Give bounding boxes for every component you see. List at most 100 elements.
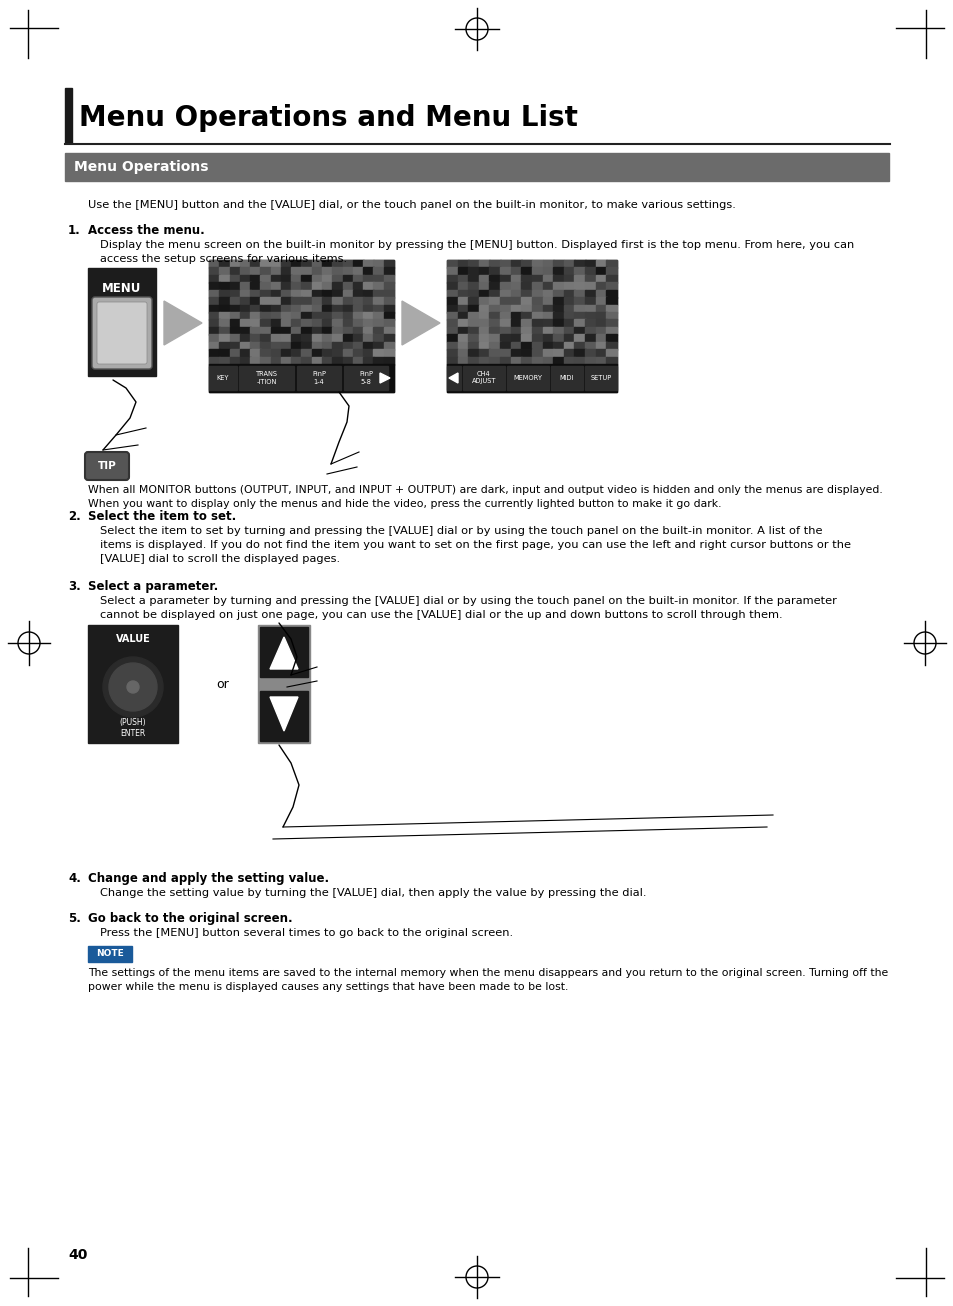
Text: access the setup screens for various items.: access the setup screens for various ite… [100, 253, 347, 264]
Bar [322, 274, 333, 283]
Bar [280, 304, 292, 312]
Bar [239, 298, 251, 306]
Bar [584, 290, 596, 298]
Bar [260, 268, 271, 276]
Bar [342, 304, 353, 312]
Bar [553, 312, 564, 320]
Bar [230, 260, 240, 268]
Bar [521, 304, 532, 312]
Bar [553, 349, 564, 357]
Bar [506, 366, 548, 390]
Bar [584, 357, 596, 364]
Bar [301, 312, 312, 320]
Bar [510, 298, 521, 306]
Bar [595, 274, 606, 283]
Bar [563, 357, 575, 364]
Bar [383, 274, 395, 283]
Bar [532, 326, 542, 334]
Bar [250, 274, 260, 283]
Bar [353, 290, 363, 298]
Bar [606, 298, 617, 306]
Polygon shape [401, 300, 439, 345]
Bar [383, 290, 395, 298]
Bar [271, 274, 281, 283]
Bar [563, 298, 575, 306]
Text: KEY: KEY [216, 375, 229, 381]
Bar [468, 342, 478, 350]
Bar [478, 268, 490, 276]
Bar [542, 312, 553, 320]
FancyBboxPatch shape [85, 452, 129, 481]
Bar [373, 320, 384, 328]
Bar [478, 312, 490, 320]
Bar [373, 342, 384, 350]
Bar [344, 366, 388, 390]
Text: VALUE: VALUE [115, 633, 151, 644]
Bar [342, 320, 353, 328]
Text: ENTER: ENTER [120, 729, 146, 738]
Bar [532, 357, 542, 364]
Bar [322, 260, 333, 268]
Bar [332, 298, 343, 306]
Bar [499, 312, 511, 320]
Bar [595, 320, 606, 328]
Bar [606, 349, 617, 357]
Bar [553, 298, 564, 306]
Text: Select a parameter.: Select a parameter. [88, 580, 218, 593]
Bar [219, 282, 230, 290]
Bar [606, 268, 617, 276]
Bar [499, 342, 511, 350]
Bar [574, 320, 585, 328]
Bar [271, 268, 281, 276]
Text: Go back to the original screen.: Go back to the original screen. [88, 912, 293, 925]
Bar [260, 298, 271, 306]
Text: Select the item to set by turning and pressing the [VALUE] dial or by using the : Select the item to set by turning and pr… [100, 526, 821, 535]
Bar [353, 357, 363, 364]
Bar [301, 290, 312, 298]
Bar [595, 326, 606, 334]
Bar [280, 260, 292, 268]
Bar [250, 349, 260, 357]
Bar [521, 320, 532, 328]
Bar [457, 260, 468, 268]
Bar [373, 326, 384, 334]
Bar [468, 260, 478, 268]
Bar [230, 282, 240, 290]
Bar [606, 342, 617, 350]
Bar [291, 334, 302, 342]
Bar [584, 312, 596, 320]
Bar [383, 334, 395, 342]
Bar [521, 282, 532, 290]
Bar [462, 366, 504, 390]
Bar [532, 312, 542, 320]
Bar [322, 298, 333, 306]
Bar [499, 282, 511, 290]
Bar [510, 260, 521, 268]
Bar [457, 334, 468, 342]
Text: 3.: 3. [68, 580, 81, 593]
Bar [457, 268, 468, 276]
Bar [250, 298, 260, 306]
Text: (PUSH): (PUSH) [119, 718, 146, 727]
Bar [332, 326, 343, 334]
Bar [332, 282, 343, 290]
Bar [595, 357, 606, 364]
Bar [280, 326, 292, 334]
Bar [595, 349, 606, 357]
Bar [332, 304, 343, 312]
Bar [353, 349, 363, 357]
Bar [499, 290, 511, 298]
Bar [606, 274, 617, 283]
Bar [363, 349, 374, 357]
Bar [447, 366, 460, 390]
Bar [478, 334, 490, 342]
Bar [553, 342, 564, 350]
Bar [489, 260, 500, 268]
Bar [363, 260, 374, 268]
Bar [468, 334, 478, 342]
Bar [574, 298, 585, 306]
Text: 5.: 5. [68, 912, 81, 925]
Bar [499, 326, 511, 334]
Text: When you want to display only the menus and hide the video, press the currently : When you want to display only the menus … [88, 499, 720, 509]
Bar [219, 326, 230, 334]
